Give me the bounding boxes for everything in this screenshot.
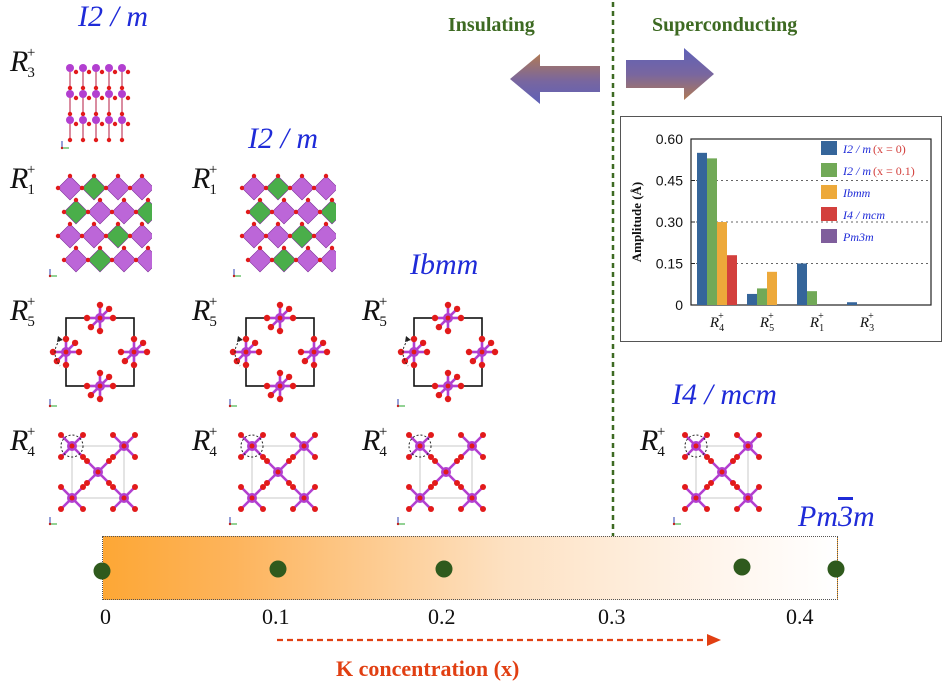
arrow-right-icon [626, 48, 714, 100]
chart-bar [797, 263, 807, 305]
space-group-title-col3: Ibmm [410, 248, 479, 281]
mode-label-r1: R1+ [10, 162, 36, 198]
phase-boundary-line [611, 2, 615, 543]
x-tick-label: R1+ [809, 311, 824, 334]
legend-swatch [821, 185, 837, 199]
crystal-structure-r4 [48, 432, 138, 526]
legend-label: I2 / m (x = 0) [842, 142, 906, 156]
composition-dot-0.2 [435, 560, 453, 578]
axis-label: K concentration (x) [336, 656, 520, 681]
y-tick-label: 0.45 [656, 173, 683, 189]
y-axis-label: Amplitude (Å) [629, 182, 644, 263]
composition-points [93, 558, 845, 580]
composition-dot-end [827, 560, 845, 578]
crystal-structure-r4 [396, 432, 486, 526]
legend-label: Pm3m [842, 230, 874, 244]
chart-bar [807, 291, 817, 305]
axis-tick-0.4: 0.4 [786, 604, 814, 629]
amplitude-chart: 0.60 0.45 0.30 0.15 0 Amplitude (Å) R4+ R5+ R1+ R… [620, 116, 942, 342]
legend-label: Ibmm [842, 186, 871, 200]
axis-tick-0: 0 [100, 604, 111, 629]
axis-tick-0.3: 0.3 [598, 604, 626, 629]
chart-bar [757, 288, 767, 305]
concentration-arrow-icon [277, 634, 721, 646]
y-tick-label: 0.15 [656, 256, 683, 272]
mode-label-r5: R5+ [10, 294, 36, 330]
superconducting-label: Superconducting [652, 14, 798, 36]
arrow-left-icon [510, 54, 600, 104]
insulating-label: Insulating [448, 14, 535, 36]
x-tick-label: R4+ [709, 311, 724, 334]
mode-label-r5: R5+ [362, 294, 388, 330]
chart-bar [697, 152, 707, 305]
crystal-structure-r1 [48, 173, 152, 278]
space-group-title-col4: I4 / mcm [672, 378, 777, 411]
crystal-structure-r5 [48, 301, 151, 408]
crystal-structure-r4 [228, 432, 318, 526]
composition-dot-0 [93, 562, 111, 580]
space-group-title-col1: I2 / m [78, 0, 148, 33]
crystal-structure-r5 [396, 301, 499, 408]
legend-swatch [821, 207, 837, 221]
crystal-structure-r3 [60, 64, 131, 150]
chart-bar [707, 158, 717, 305]
y-tick-label: 0.60 [656, 131, 683, 147]
mode-label-r4: R4+ [192, 424, 218, 460]
chart-bar [727, 255, 737, 305]
mode-label-r3: R3+ [10, 45, 36, 81]
composition-gradient-bar [102, 536, 838, 600]
crystal-structure-r5 [228, 301, 331, 408]
chart-bar [767, 271, 777, 305]
mode-label-r4: R4+ [362, 424, 388, 460]
chart-bar [717, 222, 727, 305]
mode-label-r4: R4+ [10, 424, 36, 460]
space-group-title-col2: I2 / m [248, 122, 318, 155]
y-tick-label: 0 [675, 297, 683, 313]
legend-label: I2 / m (x = 0.1) [842, 164, 915, 178]
mode-label-r4: R4+ [640, 424, 666, 460]
crystal-structure-r4 [672, 432, 762, 526]
chart-bar [847, 302, 857, 305]
axis-tick-0.1: 0.1 [262, 604, 290, 629]
chart-bar [747, 293, 757, 305]
legend-swatch [821, 141, 837, 155]
y-tick-label: 0.30 [656, 214, 683, 230]
legend-swatch [821, 163, 837, 177]
x-tick-label: R5+ [759, 311, 774, 334]
composition-dot-0.1 [269, 560, 287, 578]
mode-label-r5: R5+ [192, 294, 218, 330]
crystal-structure-r1 [232, 173, 336, 278]
legend-swatch [821, 229, 837, 243]
composition-dot-x [733, 558, 751, 576]
legend-label: I4 / mcm [842, 208, 885, 222]
mode-label-r1: R1+ [192, 162, 218, 198]
x-tick-label: R3+ [859, 311, 874, 334]
space-group-title-cubic: Pm3m [798, 500, 875, 533]
amplitude-chart-plot: 0.60 0.45 0.30 0.15 0 Amplitude (Å) R4+ R5+ R1+ R… [629, 131, 932, 334]
axis-tick-0.2: 0.2 [428, 604, 456, 629]
